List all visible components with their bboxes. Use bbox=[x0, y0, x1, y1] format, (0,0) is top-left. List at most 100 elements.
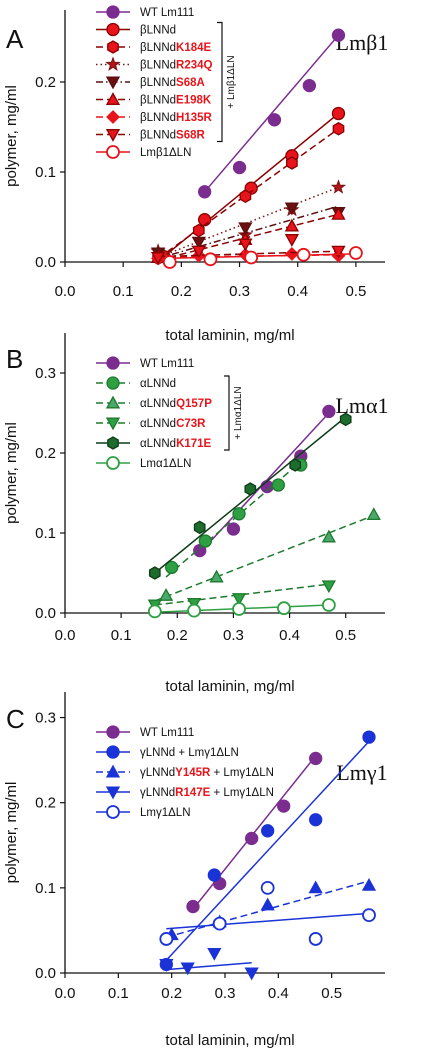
fit-line bbox=[157, 205, 339, 260]
bracket-label: + Lmα1ΔLN bbox=[233, 386, 244, 439]
data-point bbox=[245, 831, 259, 846]
series bbox=[165, 456, 308, 578]
data-point bbox=[321, 580, 336, 594]
fit-line bbox=[154, 514, 375, 602]
x-tick-label: 0.2 bbox=[167, 627, 188, 644]
data-point bbox=[331, 206, 346, 220]
legend-label: βLNNdK184E bbox=[140, 42, 212, 54]
data-point bbox=[180, 962, 195, 976]
data-point bbox=[212, 916, 227, 931]
fit-line bbox=[157, 186, 339, 259]
legend-label: βLNNdS68R bbox=[140, 130, 205, 142]
legend-label: βLNNdS68A bbox=[140, 77, 205, 89]
legend-label: Lmγ1ΔLN bbox=[140, 807, 191, 819]
fit-line bbox=[154, 583, 329, 606]
y-tick-label: 0.1 bbox=[35, 880, 56, 897]
y-tick-label: 0.3 bbox=[35, 365, 56, 382]
data-point bbox=[105, 76, 121, 90]
legend-label: αLNNdQ157P bbox=[140, 398, 212, 410]
data-point bbox=[105, 56, 121, 71]
data-point bbox=[271, 478, 285, 492]
data-point bbox=[106, 110, 120, 124]
data-point bbox=[332, 122, 345, 136]
panel-A: 0.0 0.1 0.2 0.3 0.4 0.5 0.0 0.1 0.2 total laminin… bbox=[3, 5, 388, 344]
data-point bbox=[197, 213, 212, 227]
panel-C: 0.0 0.1 0.2 0.3 0.4 0.5 0.0 0.1 0.2 0.3 total lami… bbox=[3, 692, 388, 1049]
series bbox=[159, 730, 376, 972]
data-point bbox=[284, 234, 300, 247]
y-axis-label: polymer, mg/ml bbox=[3, 422, 20, 524]
x-tick-label: 0.4 bbox=[279, 627, 300, 644]
legend-label: βLNNdR234Q bbox=[140, 60, 213, 72]
legend-label-part: βLNNd bbox=[140, 60, 176, 72]
data-point bbox=[105, 764, 121, 778]
legend-label-part: αLNNd bbox=[140, 378, 176, 390]
legend-label-part: γLNNd bbox=[140, 767, 175, 779]
data-point bbox=[309, 813, 323, 827]
data-point bbox=[267, 113, 282, 127]
x-tick-label: 0.2 bbox=[161, 985, 182, 1002]
x-axis-label: total laminin, mg/ml bbox=[165, 327, 294, 344]
series bbox=[186, 751, 323, 914]
panel-label: C bbox=[6, 704, 25, 734]
data-point bbox=[289, 458, 302, 472]
data-point bbox=[339, 412, 352, 427]
y-tick-label: 0.2 bbox=[35, 445, 56, 462]
data-point bbox=[106, 356, 120, 370]
legend-label-part: R234Q bbox=[176, 60, 212, 72]
series bbox=[197, 28, 346, 199]
x-tick-label: 0.5 bbox=[335, 627, 356, 644]
series bbox=[147, 598, 336, 619]
data-point bbox=[187, 603, 202, 618]
data-point bbox=[322, 404, 336, 419]
y-tick-label: 0.2 bbox=[35, 74, 56, 91]
x-tick-label: 0.3 bbox=[229, 283, 250, 300]
data-point bbox=[308, 880, 323, 894]
legend-label-part: + Lmγ1ΔLN bbox=[210, 787, 274, 799]
legend-label-part: βLNNd bbox=[140, 25, 176, 37]
legend-label: αLNNd bbox=[140, 378, 176, 390]
y-tick-label: 0.0 bbox=[35, 605, 56, 622]
data-point bbox=[105, 129, 121, 142]
x-tick-label: 0.4 bbox=[268, 985, 289, 1002]
data-point bbox=[191, 245, 206, 259]
legend-label: γLNNd + Lmγ1ΔLN bbox=[140, 747, 239, 759]
data-point bbox=[165, 560, 179, 575]
data-point bbox=[186, 899, 200, 914]
legend-label-part: αLNNd bbox=[140, 438, 176, 450]
data-point bbox=[308, 932, 323, 946]
legend-label: WT Lm111 bbox=[140, 7, 194, 19]
y-tick-label: 0.0 bbox=[35, 254, 56, 271]
data-point bbox=[106, 805, 120, 819]
data-point bbox=[232, 507, 246, 521]
legend: WT Lm111 γLNNd + Lmγ1ΔLN γLNNdY145R + Lmγ1… bbox=[96, 725, 274, 819]
fit-line bbox=[166, 912, 370, 930]
legend-label-part: Lmγ1ΔLN bbox=[140, 807, 191, 819]
data-point bbox=[106, 145, 120, 159]
series bbox=[154, 507, 381, 602]
legend-label: βLNNdE198K bbox=[140, 95, 212, 107]
data-point bbox=[366, 507, 381, 521]
legend-label-part: βLNNd bbox=[140, 77, 176, 89]
data-point bbox=[226, 522, 241, 536]
data-point bbox=[106, 5, 120, 19]
legend-label-part: Y145R bbox=[175, 767, 211, 779]
data-point bbox=[331, 106, 346, 121]
legend-label-part: S68A bbox=[176, 77, 205, 89]
legend-label-part: γLNNd bbox=[140, 787, 175, 799]
x-tick-label: 0.1 bbox=[108, 985, 129, 1002]
y-axis-label: polymer, mg/ml bbox=[3, 85, 20, 187]
data-point bbox=[232, 602, 246, 616]
x-axis-label: total laminin, mg/ml bbox=[165, 678, 294, 695]
data-point bbox=[191, 236, 206, 250]
data-point bbox=[106, 22, 120, 37]
data-point bbox=[309, 751, 323, 766]
data-point bbox=[107, 436, 119, 450]
x-tick-label: 0.3 bbox=[223, 627, 244, 644]
panel-title: Lmγ1 bbox=[336, 760, 387, 785]
data-point bbox=[159, 932, 174, 946]
data-point bbox=[159, 959, 174, 972]
data-point bbox=[203, 252, 218, 267]
legend-label: WT Lm111 bbox=[140, 727, 194, 739]
data-point bbox=[349, 246, 363, 260]
